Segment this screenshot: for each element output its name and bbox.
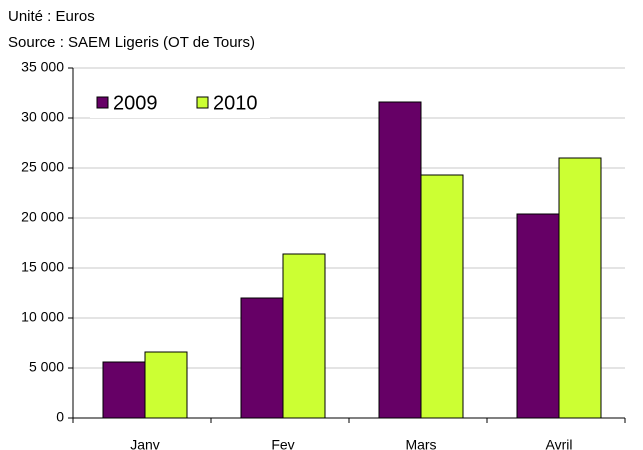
- bar: [144, 351, 188, 419]
- legend-box: [90, 88, 270, 118]
- legend-label: 2010: [213, 92, 258, 114]
- legend-swatch: [196, 96, 209, 109]
- bar: [420, 174, 464, 419]
- bar: [282, 253, 326, 419]
- unit-note: Unité : Euros: [8, 8, 95, 25]
- y-tick-label: 35 000: [21, 59, 64, 75]
- bar: [378, 101, 422, 419]
- bar: [240, 297, 284, 419]
- y-tick-label: 10 000: [21, 309, 64, 325]
- x-tick-label: Mars: [405, 437, 436, 450]
- y-tick-label: 30 000: [21, 109, 64, 125]
- y-tick-label: 15 000: [21, 259, 64, 275]
- bar: [558, 157, 602, 419]
- y-tick-label: 25 000: [21, 159, 64, 175]
- x-tick-label: Janv: [130, 437, 160, 450]
- x-tick-label: Fev: [271, 437, 294, 450]
- legend-swatch: [96, 96, 109, 109]
- y-tick-label: 20 000: [21, 209, 64, 225]
- x-tick-label: Avril: [546, 437, 573, 450]
- source-note: Source : SAEM Ligeris (OT de Tours): [8, 34, 255, 51]
- y-tick-label: 5 000: [29, 359, 64, 375]
- bar: [102, 361, 146, 419]
- bar: [516, 213, 560, 419]
- legend-label: 2009: [113, 92, 158, 114]
- y-tick-label: 0: [56, 409, 64, 425]
